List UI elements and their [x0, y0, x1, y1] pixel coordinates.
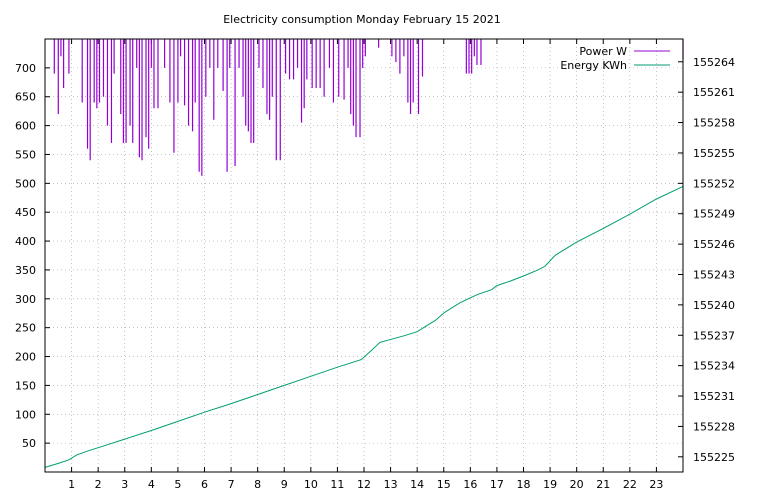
x-tick-label: 2 — [95, 478, 102, 491]
x-tick-label: 9 — [281, 478, 288, 491]
x-tick-label: 8 — [254, 478, 261, 491]
x-tick-label: 21 — [596, 478, 610, 491]
y2-tick-label: 155255 — [693, 147, 735, 160]
x-tick-label: 3 — [121, 478, 128, 491]
y-tick-label: 100 — [15, 408, 36, 421]
x-tick-label: 5 — [174, 478, 181, 491]
x-tick-label: 13 — [384, 478, 398, 491]
y2-tick-label: 155252 — [693, 177, 735, 190]
y2-tick-label: 155261 — [693, 86, 735, 99]
y2-tick-label: 155225 — [693, 451, 735, 464]
x-tick-label: 6 — [201, 478, 208, 491]
x-tick-label: 12 — [357, 478, 371, 491]
y-tick-label: 450 — [15, 206, 36, 219]
y2-tick-label: 155240 — [693, 299, 735, 312]
y-tick-label: 600 — [15, 120, 36, 133]
x-tick-label: 10 — [304, 478, 318, 491]
x-tick-label: 14 — [410, 478, 424, 491]
y2-tick-label: 155228 — [693, 420, 735, 433]
energy-line — [44, 185, 684, 468]
y-tick-label: 500 — [15, 177, 36, 190]
y-tick-label: 250 — [15, 322, 36, 335]
plot-frame — [44, 38, 684, 473]
y-tick-label: 400 — [15, 235, 36, 248]
y-tick-label: 150 — [15, 379, 36, 392]
legend-label-power: Power W — [579, 45, 627, 58]
x-axis-ticks: 1 2 3 4 5 6 7 8 9 10 11 12 13 14 15 16 17 18 19 20 21 22 23 — [68, 39, 663, 491]
y2-tick-label: 155234 — [693, 360, 735, 373]
y-tick-label: 50 — [22, 437, 36, 450]
y2-tick-label: 155237 — [693, 329, 735, 342]
chart-title: Electricity consumption Monday February … — [223, 13, 501, 26]
x-tick-label: 23 — [649, 478, 663, 491]
y2-tick-label: 155249 — [693, 208, 735, 221]
x-tick-label: 22 — [623, 478, 637, 491]
y-tick-label: 300 — [15, 293, 36, 306]
legend-label-energy: Energy KWh — [560, 59, 627, 72]
y2-tick-label: 155264 — [693, 56, 735, 69]
power-series — [53, 39, 684, 176]
grid-lines — [45, 39, 683, 472]
y2-tick-label: 155246 — [693, 238, 735, 251]
y2-tick-label: 155243 — [693, 268, 735, 281]
y2-tick-label: 155231 — [693, 390, 735, 403]
x-tick-label: 20 — [570, 478, 584, 491]
x-tick-label: 11 — [330, 478, 344, 491]
y-tick-label: 550 — [15, 148, 36, 161]
y-tick-label: 700 — [15, 62, 36, 75]
x-tick-label: 18 — [517, 478, 531, 491]
x-tick-label: 19 — [543, 478, 557, 491]
y-axis-ticks: 50 100 150 200 250 300 350 400 450 500 550 600 650 70… — [15, 62, 50, 450]
energy-series — [44, 185, 684, 468]
y2-axis-ticks: 155225 155228 155231 155234 155237 155240 1552… — [678, 56, 735, 464]
y-tick-label: 350 — [15, 264, 36, 277]
y2-tick-label: 155258 — [693, 117, 735, 130]
x-tick-label: 1 — [68, 478, 75, 491]
x-tick-label: 7 — [228, 478, 235, 491]
legend: Power W Energy KWh — [560, 45, 670, 72]
x-tick-label: 16 — [463, 478, 477, 491]
x-tick-label: 15 — [437, 478, 451, 491]
y-tick-label: 650 — [15, 91, 36, 104]
x-tick-label: 17 — [490, 478, 504, 491]
y-tick-label: 200 — [15, 351, 36, 364]
x-tick-label: 4 — [148, 478, 155, 491]
